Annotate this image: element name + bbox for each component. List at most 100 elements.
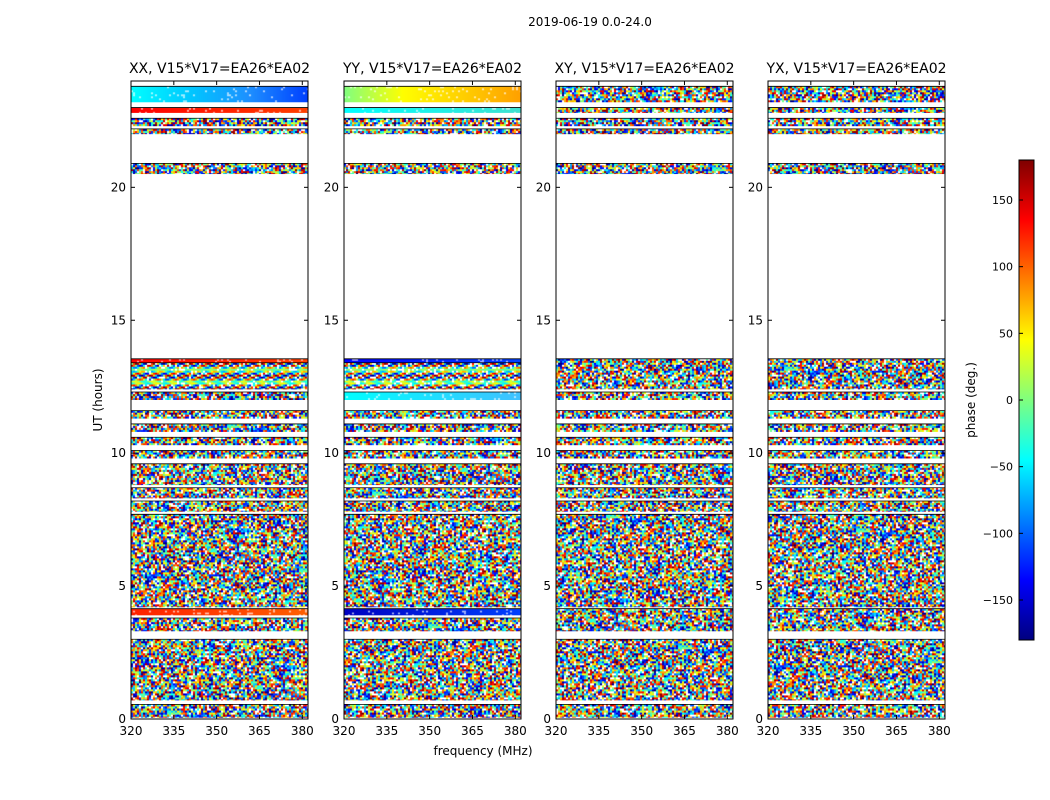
band-pixels bbox=[556, 514, 733, 608]
x-tick-label: 350 bbox=[205, 724, 228, 738]
data-band bbox=[344, 362, 521, 390]
x-axis-label: frequency (MHz) bbox=[433, 744, 532, 758]
band-pixels bbox=[768, 487, 945, 499]
band-pixels bbox=[131, 487, 308, 499]
colorbar-tick-label: −100 bbox=[983, 527, 1013, 540]
band-pixels bbox=[344, 704, 521, 718]
band-pixels bbox=[768, 163, 945, 175]
band-pixels bbox=[556, 450, 733, 459]
data-band bbox=[344, 463, 521, 486]
band-pixels bbox=[556, 392, 733, 400]
band-pixels bbox=[768, 450, 945, 459]
band-pixels bbox=[556, 358, 733, 390]
y-tick-label: 20 bbox=[324, 180, 339, 194]
panel-xx: XX, V15*V17=EA26*EA02 320 335 350 365 380 0 5 10… bbox=[111, 61, 314, 738]
data-band bbox=[768, 423, 945, 432]
data-band bbox=[556, 608, 733, 632]
data-band bbox=[768, 436, 945, 446]
panel-title: XY, V15*V17=EA26*EA02 bbox=[554, 61, 734, 77]
data-band bbox=[344, 358, 521, 363]
data-band bbox=[556, 703, 733, 718]
data-band bbox=[556, 463, 733, 486]
band-pixels bbox=[768, 608, 945, 632]
data-band bbox=[556, 436, 733, 446]
band-pixels bbox=[768, 639, 945, 701]
band-pixels bbox=[344, 487, 521, 499]
data-band bbox=[131, 358, 308, 363]
data-band bbox=[344, 617, 521, 632]
band-pixels bbox=[556, 501, 733, 512]
data-band bbox=[344, 391, 521, 400]
y-tick-label: 20 bbox=[111, 180, 126, 194]
data-band bbox=[131, 362, 308, 390]
band-pixels bbox=[344, 450, 521, 459]
band-pixels bbox=[344, 107, 521, 113]
data-band bbox=[131, 436, 308, 446]
x-tick-label: 350 bbox=[630, 724, 653, 738]
data-band bbox=[344, 117, 521, 127]
panel-title: XX, V15*V17=EA26*EA02 bbox=[129, 61, 310, 77]
data-band bbox=[344, 423, 521, 432]
data-band bbox=[344, 703, 521, 718]
data-band bbox=[131, 617, 308, 632]
band-pixels bbox=[768, 501, 945, 512]
data-band bbox=[556, 450, 733, 459]
band-pixels bbox=[131, 163, 308, 175]
colorbar-tick-label: 0 bbox=[1006, 394, 1013, 407]
data-band bbox=[344, 500, 521, 512]
band-pixels bbox=[131, 617, 308, 632]
data-band bbox=[344, 128, 521, 135]
x-tick-label: 350 bbox=[418, 724, 441, 738]
band-pixels bbox=[344, 163, 521, 175]
band-pixels bbox=[768, 118, 945, 127]
plot-frame bbox=[767, 80, 946, 720]
y-axis-label: UT (hours) bbox=[91, 368, 105, 431]
band-pixels bbox=[131, 107, 308, 113]
data-band bbox=[131, 423, 308, 432]
data-band bbox=[556, 163, 733, 175]
data-band bbox=[131, 163, 308, 175]
data-band bbox=[556, 410, 733, 419]
band-pixels bbox=[556, 128, 733, 135]
y-tick-label: 10 bbox=[748, 446, 763, 460]
data-band bbox=[556, 423, 733, 432]
data-band bbox=[556, 85, 733, 103]
y-tick-label: 0 bbox=[331, 712, 339, 726]
band-pixels bbox=[556, 423, 733, 432]
band-pixels bbox=[344, 463, 521, 486]
data-band bbox=[768, 513, 945, 608]
x-tick-label: 365 bbox=[885, 724, 908, 738]
band-pixels bbox=[344, 501, 521, 512]
plot-frame bbox=[343, 80, 522, 720]
band-pixels bbox=[768, 358, 945, 390]
data-band bbox=[768, 703, 945, 718]
x-tick-label: 335 bbox=[162, 724, 185, 738]
data-band bbox=[556, 513, 733, 608]
data-band bbox=[768, 107, 945, 113]
band-pixels bbox=[344, 392, 521, 400]
data-band bbox=[768, 85, 945, 103]
band-pixels bbox=[768, 410, 945, 419]
data-band bbox=[768, 391, 945, 400]
band-pixels bbox=[131, 392, 308, 400]
data-band bbox=[344, 487, 521, 499]
band-pixels bbox=[556, 86, 733, 103]
band-pixels bbox=[131, 463, 308, 486]
panels: XX, V15*V17=EA26*EA02 320 335 350 365 380 0 5 10… bbox=[111, 61, 951, 738]
band-pixels bbox=[556, 639, 733, 701]
y-tick-label: 20 bbox=[748, 180, 763, 194]
band-pixels bbox=[344, 358, 521, 363]
band-pixels bbox=[344, 118, 521, 127]
band-pixels bbox=[131, 86, 308, 103]
data-band bbox=[768, 358, 945, 390]
data-band bbox=[556, 638, 733, 701]
plot-frame bbox=[130, 80, 309, 720]
data-band bbox=[344, 638, 521, 701]
data-band bbox=[768, 487, 945, 499]
band-pixels bbox=[131, 639, 308, 701]
data-band bbox=[131, 128, 308, 135]
y-tick-label: 15 bbox=[748, 313, 763, 327]
data-band bbox=[344, 107, 521, 113]
panel-yy: YY, V15*V17=EA26*EA02 320 335 350 365 380 0 5 10… bbox=[324, 61, 527, 738]
